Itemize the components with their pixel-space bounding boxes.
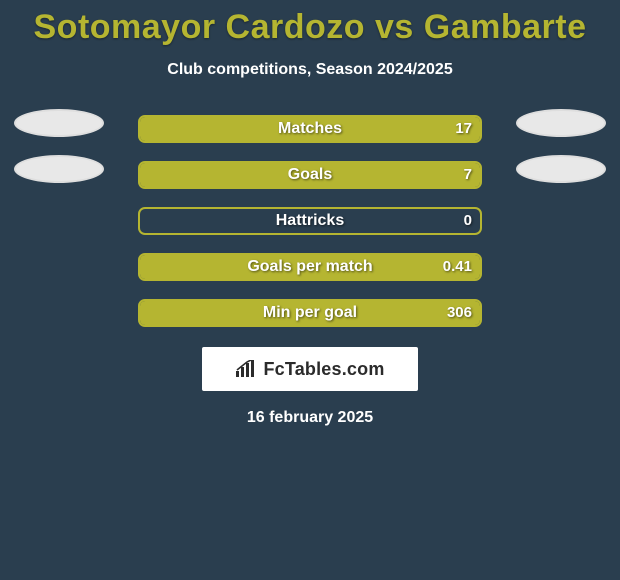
brand-text: FcTables.com: [263, 359, 384, 380]
stat-row: Hattricks0: [0, 207, 620, 237]
page-title: Sotomayor Cardozo vs Gambarte: [0, 0, 620, 47]
stats-list: Matches17 Goals7 Hattricks0 Goals per match…: [0, 115, 620, 329]
season-subtitle: Club competitions, Season 2024/2025: [0, 61, 620, 79]
player-photo-right: [516, 109, 606, 137]
stat-bar-fill: [140, 117, 480, 141]
stat-row: Goals per match0.41: [0, 253, 620, 283]
stat-bar-fill: [140, 255, 480, 279]
player-photo-right: [516, 155, 606, 183]
player-photo-left: [14, 109, 104, 137]
bar-chart-icon: [235, 360, 257, 378]
player-photo-left: [14, 155, 104, 183]
brand-box[interactable]: FcTables.com: [202, 347, 418, 391]
stat-bar-fill: [140, 301, 480, 325]
stat-bar-outline: [138, 207, 482, 235]
stat-bar-fill: [140, 163, 480, 187]
stat-row: Min per goal306: [0, 299, 620, 329]
stat-row: Goals7: [0, 161, 620, 191]
stat-row: Matches17: [0, 115, 620, 145]
footer-date: 16 february 2025: [0, 409, 620, 427]
